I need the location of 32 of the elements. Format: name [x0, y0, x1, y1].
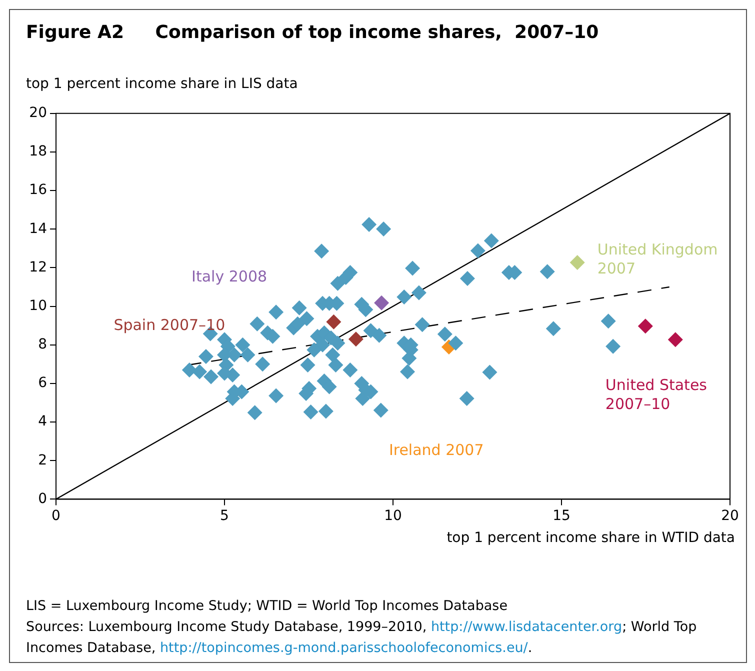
- point: [374, 295, 390, 310]
- y-tick-label: 18: [29, 144, 47, 160]
- text: Ireland 2007: [388, 440, 484, 459]
- x-tick-label: 5: [220, 508, 229, 524]
- x-tick-label: 0: [52, 508, 60, 524]
- y-tick-label: 12: [29, 259, 47, 276]
- text: LIS = Luxembourg Income Study; WTID = World Top Incomes Database: [26, 597, 509, 616]
- y-tick-label: 2: [38, 452, 47, 468]
- y-tick-label: 0: [38, 490, 47, 507]
- x-tick-label: 15: [552, 508, 570, 524]
- point: [326, 314, 342, 330]
- text: Spain 2007–10: [114, 316, 226, 334]
- y-tick-label: 20: [29, 105, 47, 122]
- y-tick-label: 6: [38, 375, 48, 392]
- point: [348, 332, 364, 347]
- series-label: United Kingdom 2007: [597, 240, 718, 278]
- y-tick-label: 10: [29, 298, 47, 314]
- point: [638, 318, 653, 334]
- x-axis-title: top 1 percent income share in WTID data: [446, 530, 735, 546]
- y-tick-label: 14: [29, 220, 48, 237]
- text: Sources: Luxembourg Income Study Database, 1999–2010, http://www.lisdatacenter.org; World Top Incomes Database, http://topincomes.g-mond.parisschoolofeconomics.eu/.: [26, 619, 697, 656]
- x-tick-label: 10: [384, 508, 402, 524]
- y-tick-label: 16: [29, 182, 48, 198]
- text: United States 2007–10: [605, 376, 708, 414]
- chart-title: Figure A2 Comparison of top income shares, 2007–10: [26, 22, 599, 43]
- point: [668, 332, 683, 348]
- y-tick-label: 4: [38, 414, 48, 430]
- y-axis-title: top 1 percent income share in LIS data: [26, 76, 298, 92]
- text: Italy 2008: [192, 268, 268, 286]
- y-tick-label: 8: [38, 336, 47, 353]
- point: [570, 255, 585, 270]
- x-tick-label: 20: [721, 508, 739, 524]
